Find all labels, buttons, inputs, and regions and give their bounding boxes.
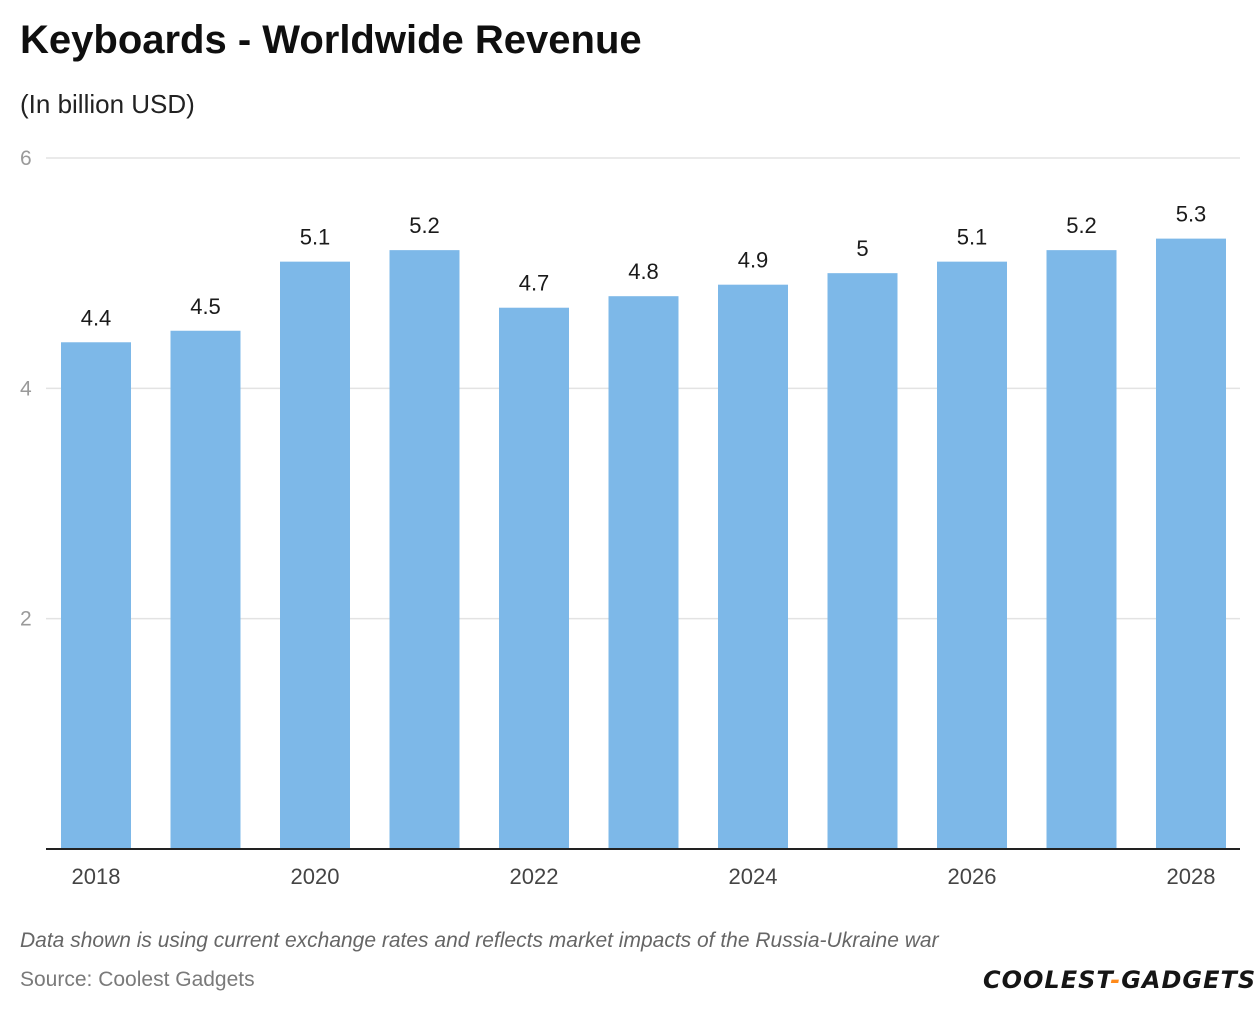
- bar-chart: 2 4 6 4.4 4.5 5.1 5.2 4.7 4.8 4.9 5 5.1 5.2 5.3 2018 20…: [20, 147, 1240, 889]
- x-tick-label: 2028: [1167, 864, 1216, 889]
- bar: [280, 261, 350, 849]
- value-label: 5.1: [957, 225, 988, 250]
- bar: [608, 296, 679, 849]
- chart-source: Source: Coolest Gadgets: [20, 968, 255, 991]
- y-tick-label: 2: [20, 608, 32, 631]
- value-label: 5: [856, 236, 868, 261]
- value-label: 5.1: [300, 225, 331, 250]
- x-tick-label: 2026: [948, 864, 997, 889]
- value-label: 4.4: [81, 305, 112, 330]
- chart-subtitle: (In billion USD): [20, 89, 195, 119]
- value-label: 5.3: [1176, 202, 1207, 227]
- x-tick-label: 2022: [510, 864, 559, 889]
- value-label: 5.2: [1066, 213, 1097, 238]
- x-tick-label: 2020: [291, 864, 340, 889]
- bar: [827, 273, 898, 850]
- x-tick-label: 2018: [72, 864, 121, 889]
- y-tick-label: 6: [20, 147, 32, 170]
- value-label: 4.5: [190, 294, 221, 319]
- bar: [1156, 238, 1226, 849]
- value-label: 4.9: [738, 248, 769, 273]
- x-tick-label: 2024: [729, 864, 778, 889]
- bar: [170, 330, 241, 849]
- value-label: 4.7: [519, 271, 550, 296]
- brand-logo-right: GADGETS: [1121, 966, 1257, 994]
- y-tick-label: 4: [20, 377, 32, 400]
- bar: [718, 284, 788, 849]
- brand-logo-left: COOLEST: [983, 966, 1111, 994]
- bar: [61, 342, 131, 849]
- value-label: 5.2: [409, 213, 440, 238]
- bar: [1046, 250, 1117, 850]
- brand-logo: COOLEST-GADGETS: [983, 966, 1255, 994]
- chart-footnote: Data shown is using current exchange rat…: [20, 929, 939, 952]
- value-label: 4.8: [628, 259, 659, 284]
- chart-title: Keyboards - Worldwide Revenue: [20, 18, 642, 62]
- bar: [937, 261, 1007, 849]
- bar: [389, 250, 460, 850]
- brand-logo-separator: -: [1110, 966, 1122, 994]
- bar: [499, 307, 569, 849]
